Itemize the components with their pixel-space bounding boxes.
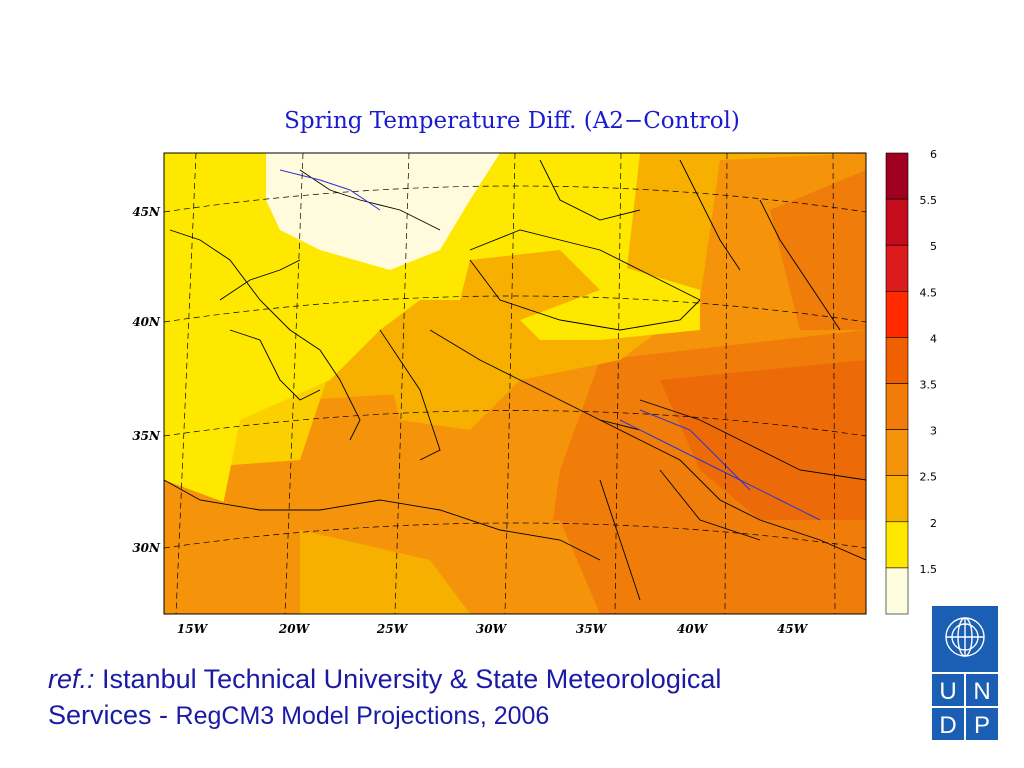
map-frame — [163, 152, 867, 615]
logo-letter: D — [939, 712, 956, 739]
lat-label: 40N — [132, 315, 161, 329]
logo-grid: U N D P — [932, 674, 998, 740]
legend-tick-label: 5.5 — [920, 194, 938, 207]
lon-label: 30W — [476, 622, 508, 636]
legend-tick-label: 5 — [930, 240, 937, 253]
lat-label: 30N — [132, 541, 161, 555]
map-title: Spring Temperature Diff. (A2−Control) — [284, 108, 740, 134]
lon-label: 35W — [576, 622, 608, 636]
legend-tick-label: 4 — [930, 332, 937, 345]
legend-swatch — [885, 475, 909, 523]
legend-swatch — [885, 244, 909, 292]
lon-label: 45W — [777, 622, 809, 636]
ref-services: Services - — [48, 700, 176, 730]
legend-tick-label: 4.5 — [920, 286, 938, 299]
legend-tick-label: 1.5 — [920, 563, 938, 576]
reference-line-2: Services - RegCM3 Model Projections, 200… — [48, 700, 549, 731]
legend-swatch — [885, 152, 909, 200]
lon-label: 25W — [376, 622, 409, 636]
legend-tick-label: 2.5 — [920, 471, 938, 484]
legend-tick-label: 2 — [930, 517, 937, 530]
logo-letter: N — [973, 678, 990, 705]
lon-label: 20W — [278, 622, 311, 636]
lat-label: 45N — [132, 205, 161, 219]
legend-tick-label: 3 — [930, 425, 937, 438]
legend-swatch — [885, 567, 909, 615]
legend-swatch — [885, 521, 909, 569]
logo-letter: P — [974, 712, 990, 739]
lon-label: 40W — [677, 622, 709, 636]
legend-tick-label: 6 — [930, 148, 937, 161]
logo-letter: U — [939, 678, 956, 705]
map-field — [164, 153, 866, 614]
lat-label: 35N — [132, 429, 161, 443]
ref-institution: Istanbul Technical University & State Me… — [102, 664, 722, 694]
legend-swatch — [885, 198, 909, 246]
legend-swatch — [885, 383, 909, 430]
ref-model: RegCM3 Model Projections, 2006 — [175, 702, 550, 730]
lon-label: 15W — [177, 622, 209, 636]
undp-logo: U N D P — [932, 606, 998, 740]
legend-swatch — [885, 337, 909, 384]
legend-swatch — [885, 290, 909, 338]
legend-tick-label: 3.5 — [920, 379, 938, 392]
color-legend: 6 5.5 5 4.5 4 3.5 3 2.5 2 1.5 — [885, 148, 938, 615]
ref-prefix: ref.: — [48, 664, 95, 694]
reference-line-1: ref.: Istanbul Technical University & St… — [48, 664, 721, 695]
legend-swatch — [885, 429, 909, 477]
un-emblem-icon — [945, 617, 985, 657]
